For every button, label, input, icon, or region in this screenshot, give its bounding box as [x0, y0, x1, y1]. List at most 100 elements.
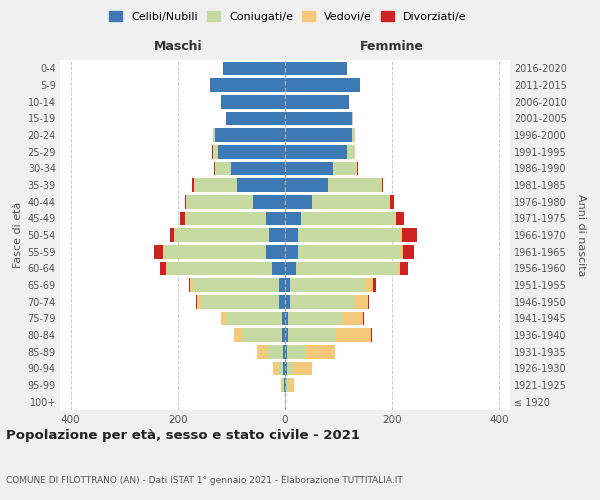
- Bar: [197, 295, 201, 308]
- Bar: [286, 378, 289, 392]
- Bar: [342, 312, 363, 325]
- Bar: [285, 362, 287, 375]
- Bar: [355, 295, 368, 308]
- Bar: [352, 112, 353, 125]
- Bar: [289, 378, 294, 392]
- Bar: [285, 295, 290, 308]
- Bar: [278, 295, 285, 308]
- Bar: [285, 312, 288, 325]
- Bar: [212, 145, 218, 158]
- Bar: [285, 395, 286, 408]
- Text: COMUNE DI FILOTTRANO (AN) - Dati ISTAT 1° gennaio 2021 - Elaborazione TUTTITALIA: COMUNE DI FILOTTRANO (AN) - Dati ISTAT 1…: [6, 476, 403, 485]
- Y-axis label: Anni di nascita: Anni di nascita: [577, 194, 586, 276]
- Bar: [285, 345, 287, 358]
- Text: Popolazione per età, sesso e stato civile - 2021: Popolazione per età, sesso e stato civil…: [6, 430, 360, 442]
- Bar: [237, 178, 285, 192]
- Bar: [400, 245, 403, 258]
- Bar: [186, 195, 253, 208]
- Bar: [287, 362, 293, 375]
- Bar: [201, 295, 278, 308]
- Bar: [215, 128, 285, 142]
- Bar: [371, 328, 372, 342]
- Bar: [257, 345, 268, 358]
- Bar: [285, 195, 312, 208]
- Bar: [306, 345, 335, 358]
- Bar: [282, 312, 285, 325]
- Bar: [285, 112, 352, 125]
- Bar: [170, 228, 174, 242]
- Bar: [328, 178, 382, 192]
- Bar: [333, 162, 358, 175]
- Bar: [185, 195, 186, 208]
- Bar: [160, 262, 166, 275]
- Bar: [290, 278, 365, 292]
- Bar: [272, 362, 278, 375]
- Bar: [285, 162, 333, 175]
- Bar: [283, 345, 285, 358]
- Bar: [285, 278, 290, 292]
- Bar: [226, 112, 285, 125]
- Bar: [194, 178, 237, 192]
- Bar: [283, 378, 284, 392]
- Bar: [193, 178, 194, 192]
- Bar: [285, 262, 296, 275]
- Bar: [287, 328, 336, 342]
- Legend: Celibi/Nubili, Coniugati/e, Vedovi/e, Divorziati/e: Celibi/Nubili, Coniugati/e, Vedovi/e, Di…: [106, 8, 470, 25]
- Bar: [395, 212, 396, 225]
- Bar: [214, 162, 215, 175]
- Bar: [285, 95, 349, 108]
- Bar: [278, 278, 285, 292]
- Bar: [186, 212, 266, 225]
- Bar: [400, 228, 402, 242]
- Bar: [180, 212, 185, 225]
- Bar: [285, 328, 287, 342]
- Bar: [226, 312, 282, 325]
- Bar: [373, 278, 376, 292]
- Bar: [398, 262, 400, 275]
- Bar: [312, 195, 389, 208]
- Bar: [223, 62, 285, 75]
- Bar: [298, 245, 400, 258]
- Bar: [285, 145, 347, 158]
- Bar: [266, 245, 285, 258]
- Bar: [285, 178, 328, 192]
- Bar: [290, 295, 355, 308]
- Bar: [281, 378, 283, 392]
- Bar: [285, 62, 347, 75]
- Bar: [352, 128, 355, 142]
- Bar: [164, 245, 266, 258]
- Bar: [287, 345, 306, 358]
- Bar: [166, 262, 167, 275]
- Bar: [190, 278, 193, 292]
- Bar: [163, 245, 164, 258]
- Bar: [234, 328, 242, 342]
- Bar: [232, 162, 285, 175]
- Bar: [174, 228, 175, 242]
- Bar: [242, 328, 283, 342]
- Bar: [210, 78, 285, 92]
- Bar: [283, 362, 285, 375]
- Bar: [175, 228, 269, 242]
- Bar: [288, 312, 342, 325]
- Bar: [253, 195, 285, 208]
- Bar: [301, 212, 395, 225]
- Bar: [396, 212, 404, 225]
- Bar: [269, 228, 285, 242]
- Bar: [285, 78, 360, 92]
- Bar: [193, 278, 278, 292]
- Bar: [382, 178, 383, 192]
- Bar: [283, 328, 285, 342]
- Bar: [402, 228, 417, 242]
- Bar: [285, 228, 298, 242]
- Bar: [347, 145, 355, 158]
- Bar: [298, 228, 400, 242]
- Bar: [212, 128, 215, 142]
- Bar: [221, 312, 226, 325]
- Bar: [285, 212, 301, 225]
- Y-axis label: Fasce di età: Fasce di età: [13, 202, 23, 268]
- Bar: [365, 278, 373, 292]
- Bar: [293, 362, 312, 375]
- Bar: [278, 362, 283, 375]
- Bar: [336, 328, 371, 342]
- Bar: [285, 378, 286, 392]
